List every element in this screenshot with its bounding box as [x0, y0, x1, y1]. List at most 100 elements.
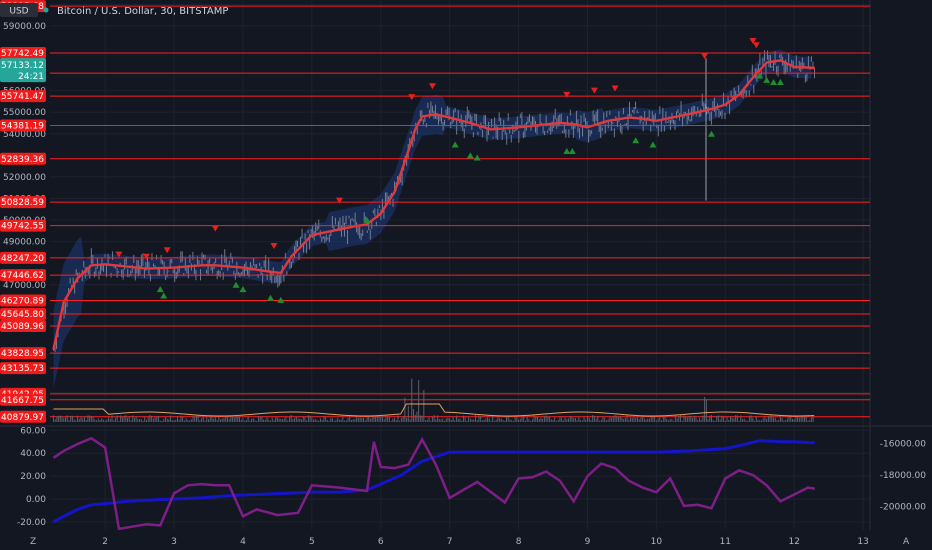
x-tick-label: 9: [585, 537, 591, 547]
sell-signal-marker: [590, 87, 598, 94]
buy-signal-marker: [363, 217, 371, 224]
signal-markers: [115, 37, 784, 303]
price-level-tag-text: 49742.55: [1, 222, 44, 232]
price-level-tags[interactable]: 59915.6857742.4956812.0055741.4754381.19…: [0, 0, 46, 423]
osc-y-tick-label: 0.00: [26, 495, 46, 505]
x-tick-label: 11: [720, 537, 731, 547]
corner-label-right[interactable]: A: [903, 537, 910, 547]
oscillator-purple-line: [52, 436, 816, 531]
buy-signal-marker: [756, 72, 764, 79]
osc-y-tick-label: -20.00: [17, 518, 46, 528]
price-level-lines: [50, 5, 870, 418]
price-level-tag[interactable]: 43828.95: [0, 347, 46, 360]
price-level-tag[interactable]: 55741.47: [0, 90, 46, 103]
price-level-tag-text: 54381.19: [1, 122, 44, 132]
sell-signal-marker: [211, 225, 219, 232]
price-level-tag-bg: [0, 219, 46, 232]
price-level-tag-bg: [0, 393, 46, 406]
price-level-tag-text: 50828.59: [1, 198, 44, 208]
price-level-tag-bg: [0, 269, 46, 282]
buy-signal-marker: [708, 130, 716, 137]
price-level-tag[interactable]: 48247.20: [0, 251, 46, 264]
osc-y-tick-label: 40.00: [20, 449, 46, 459]
price-level-tag-bg: [0, 294, 46, 307]
price-level-tag-text: 48247.20: [1, 254, 44, 264]
band-area: [53, 49, 812, 389]
oscillator-pane: [52, 436, 816, 531]
price-level-tag[interactable]: 47446.62: [0, 269, 46, 282]
chart-header: USD Bitcoin / U.S. Dollar, 30, BITSTAMP: [0, 3, 228, 17]
price-level-tag[interactable]: 49742.55: [0, 219, 46, 232]
sell-signal-marker: [115, 251, 123, 258]
price-level-tag[interactable]: 46270.89: [0, 294, 46, 307]
price-level-tag-bg: [0, 319, 46, 332]
price-level-tag-text: 52839.36: [1, 155, 44, 165]
price-level-tag-bg: [0, 196, 46, 209]
price-level-tag-text: 41667.75: [1, 396, 44, 406]
volatility-band: [53, 49, 812, 389]
buy-signal-marker: [267, 294, 275, 301]
sell-signal-marker: [611, 85, 619, 92]
buy-signal-marker: [160, 292, 168, 299]
osc-right-tick-label: -20000.00: [880, 502, 926, 512]
buy-signal-marker: [156, 286, 164, 293]
price-level-tag-bg: [0, 119, 46, 132]
y-tick-label: 54000.00: [3, 130, 46, 140]
buy-signal-marker: [568, 148, 576, 155]
price-level-tag-text: 57742.49: [1, 49, 44, 59]
price-level-tag-bg: [0, 251, 46, 264]
x-tick-label: 12: [788, 537, 799, 547]
price-level-tag-bg: [0, 152, 46, 165]
x-tick-label: 5: [309, 537, 315, 547]
sell-signal-marker: [335, 197, 343, 204]
x-tick-label: 13: [857, 537, 868, 547]
currency-button[interactable]: [0, 3, 38, 17]
countdown-value: 24:21: [18, 72, 44, 82]
price-level-tag-bg: [0, 47, 46, 60]
osc-y-tick-label: 60.00: [20, 426, 46, 436]
osc-right-tick-label: -16000.00: [880, 440, 926, 450]
buy-signal-marker: [232, 281, 240, 288]
sell-signal-marker: [428, 83, 436, 90]
status-dot-icon: [43, 7, 49, 13]
price-level-tag[interactable]: 43135.73: [0, 362, 46, 375]
price-level-tag-bg: [0, 90, 46, 103]
x-tick-label: 10: [651, 537, 663, 547]
x-tick-label: 4: [240, 537, 246, 547]
price-level-tag[interactable]: 41667.75: [0, 393, 46, 406]
buy-signal-marker: [239, 286, 247, 293]
x-tick-label: 8: [516, 537, 522, 547]
price-level-tag-text: 43135.73: [1, 364, 44, 374]
price-level-tag-text: 47446.62: [1, 271, 44, 281]
price-level-tag[interactable]: 40879.97: [0, 410, 46, 423]
sell-signal-marker: [701, 53, 709, 60]
oscillator-blue-line: [52, 439, 815, 524]
price-level-tag-text: 55741.47: [1, 92, 44, 102]
osc-y-tick-label: 20.00: [20, 472, 46, 482]
buy-signal-marker: [563, 148, 571, 155]
price-level-tag[interactable]: 57742.49: [0, 47, 46, 60]
y-tick-label: 52000.00: [3, 173, 46, 183]
price-level-tag[interactable]: 52839.36: [0, 152, 46, 165]
sell-signal-marker: [270, 242, 278, 249]
price-level-tag[interactable]: 50828.59: [0, 196, 46, 209]
sell-signal-marker: [752, 42, 760, 49]
price-level-tag[interactable]: 45645.80: [0, 307, 46, 320]
price-level-tag-bg: [0, 410, 46, 423]
price-level-tag[interactable]: 45089.96: [0, 319, 46, 332]
y-tick-label: 47000.00: [3, 281, 46, 291]
volume-pane: [52, 378, 815, 422]
buy-signal-marker: [451, 141, 459, 148]
price-level-tag[interactable]: 54381.19: [0, 119, 46, 132]
current-price-value: 57133.12: [1, 61, 44, 71]
sell-signal-marker: [749, 37, 757, 44]
sell-signal-marker: [163, 247, 171, 254]
x-tick-label: 2: [102, 537, 108, 547]
corner-label-left[interactable]: Z: [30, 537, 36, 547]
x-tick-label: 6: [378, 537, 384, 547]
current-price-tag-bg: [0, 58, 46, 83]
buy-signal-marker: [473, 154, 481, 161]
buy-signal-marker: [277, 296, 285, 303]
